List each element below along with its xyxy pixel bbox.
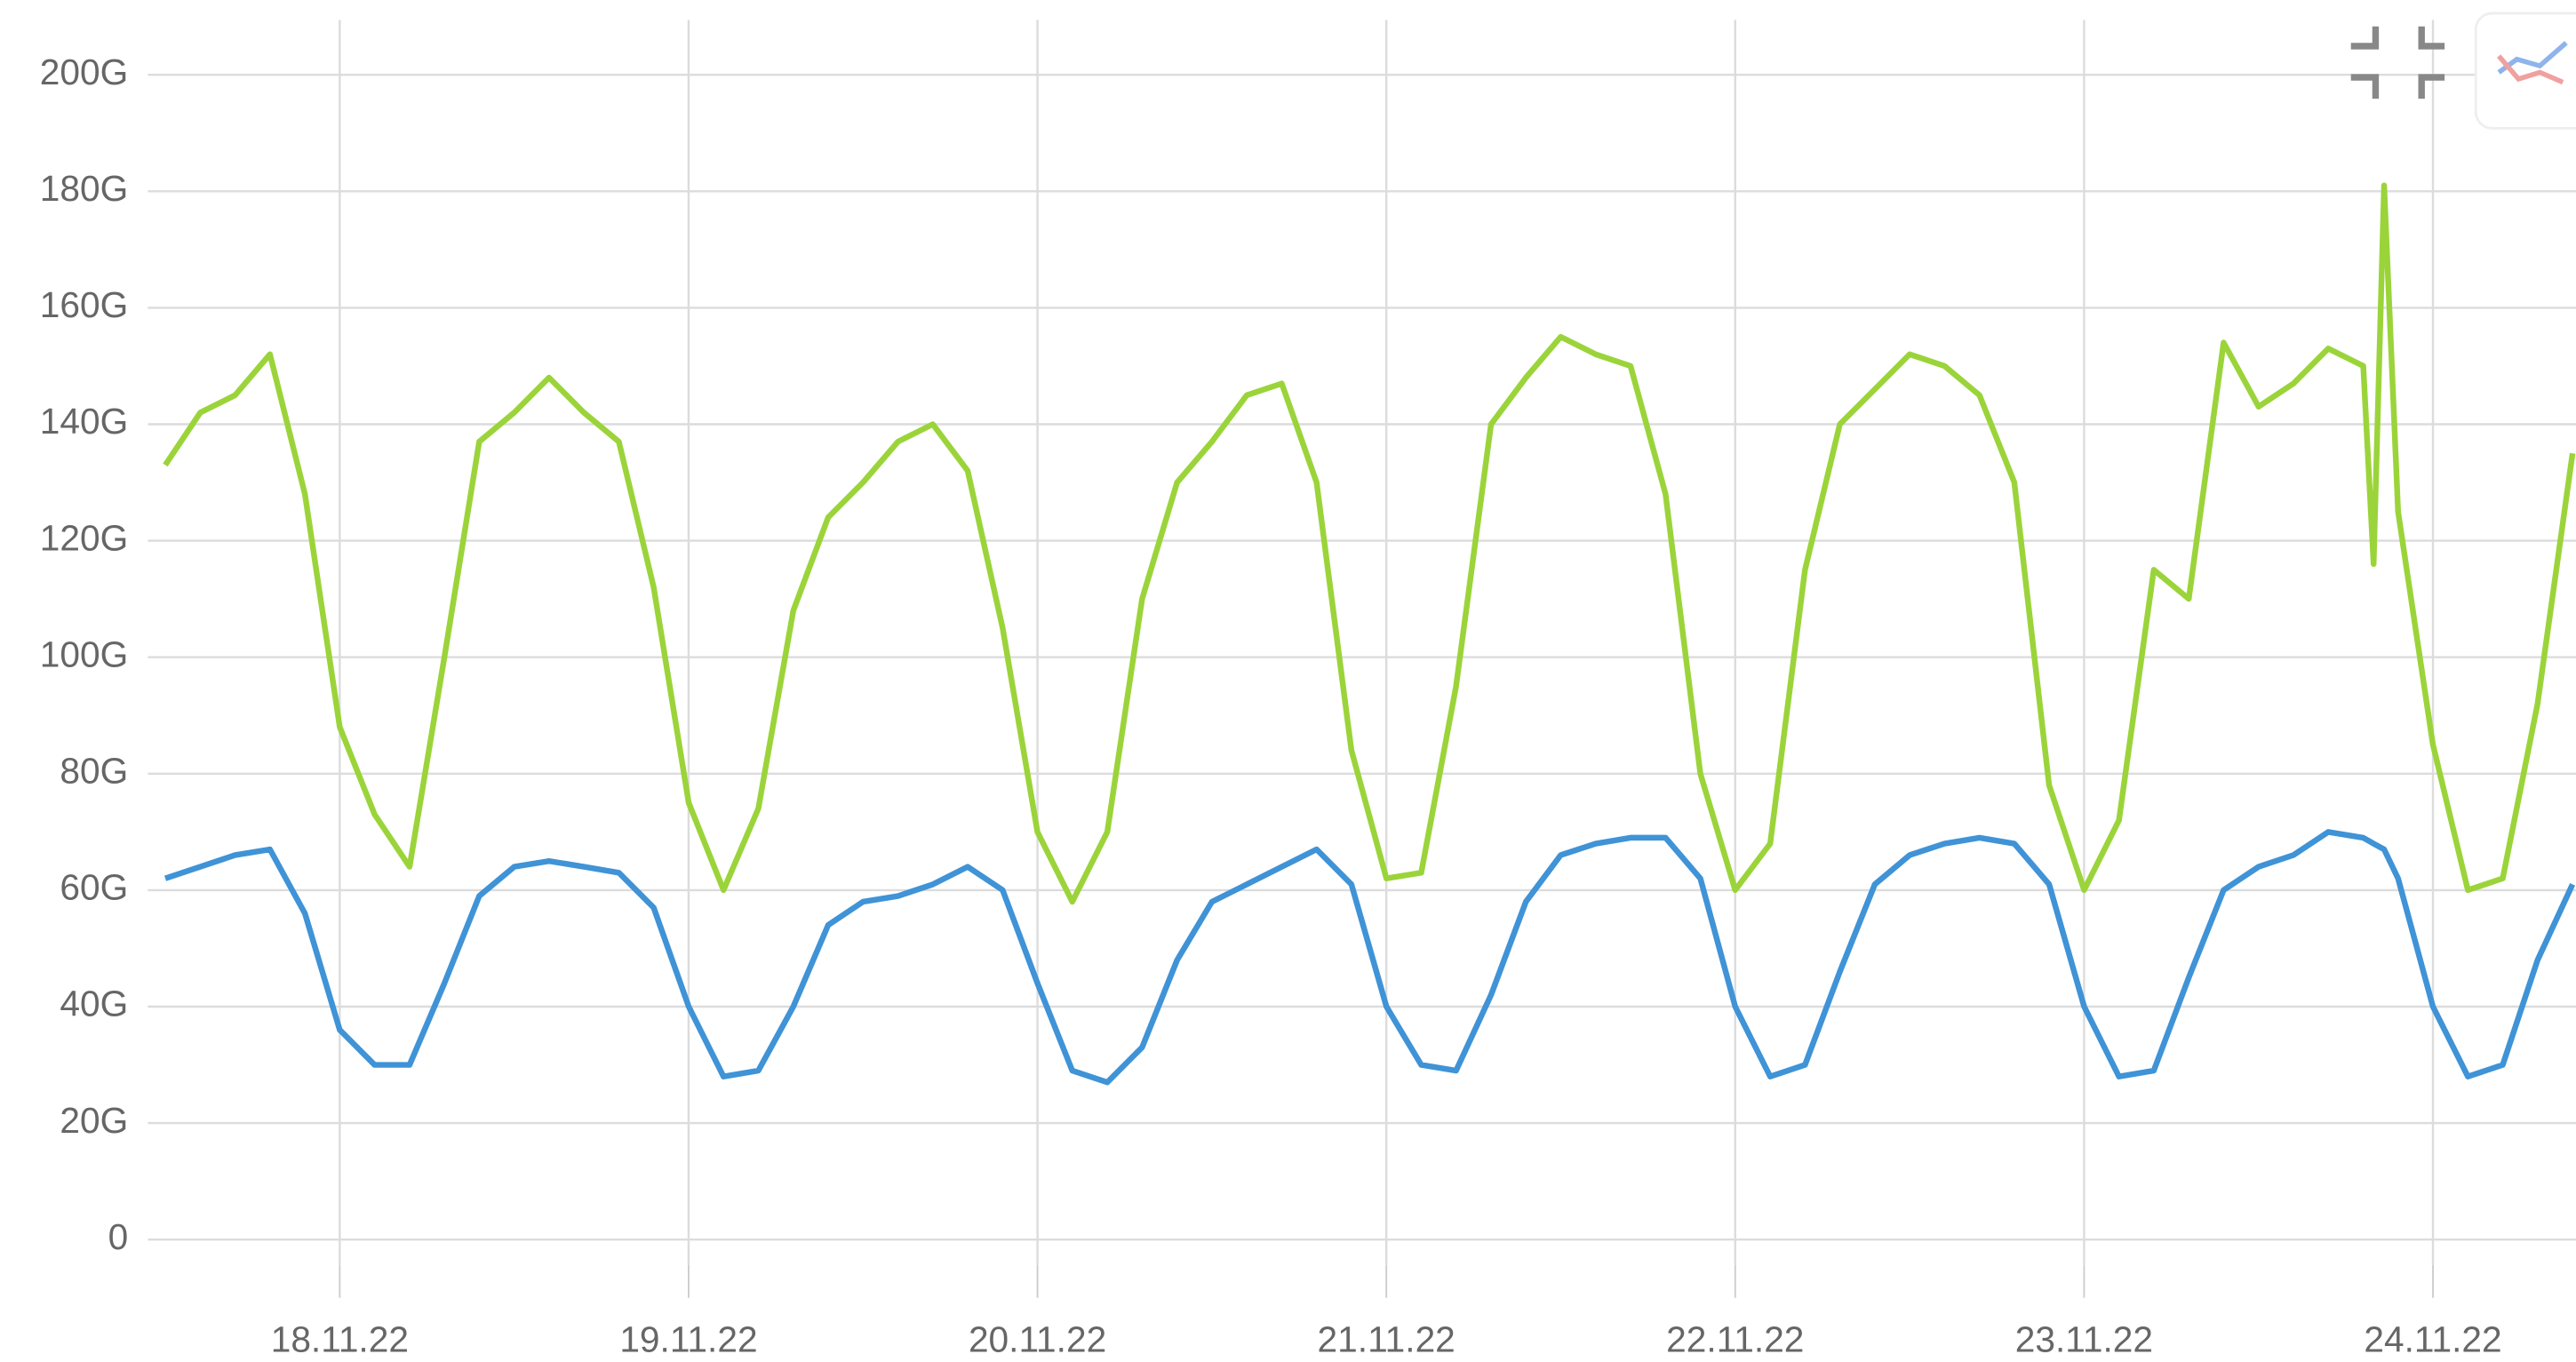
x-tick-label: 18.11.22 xyxy=(271,1318,409,1359)
y-tick-label: 0 xyxy=(108,1216,129,1257)
x-tick-label: 22.11.22 xyxy=(1666,1318,1804,1359)
y-tick-label: 120G xyxy=(40,517,128,558)
x-tick-label: 21.11.22 xyxy=(1318,1318,1455,1359)
x-tick-label: 24.11.22 xyxy=(2364,1318,2501,1359)
x-tick-label: 23.11.22 xyxy=(2015,1318,2153,1359)
x-tick-label: 19.11.22 xyxy=(619,1318,757,1359)
y-tick-label: 60G xyxy=(60,867,128,908)
y-tick-label: 40G xyxy=(60,984,128,1024)
y-tick-label: 180G xyxy=(40,168,128,209)
series-line xyxy=(163,829,2576,1086)
y-tick-label: 20G xyxy=(60,1100,128,1141)
series-line xyxy=(163,182,2576,905)
y-tick-label: 80G xyxy=(60,751,128,792)
exit-fullscreen-icon[interactable] xyxy=(2350,26,2445,100)
chart-type-button[interactable] xyxy=(2474,12,2576,130)
y-tick-label: 140G xyxy=(40,401,128,442)
x-tick-label: 20.11.22 xyxy=(969,1318,1106,1359)
y-tick-label: 160G xyxy=(40,284,128,325)
y-tick-label: 200G xyxy=(40,52,128,92)
y-tick-label: 100G xyxy=(40,633,128,674)
